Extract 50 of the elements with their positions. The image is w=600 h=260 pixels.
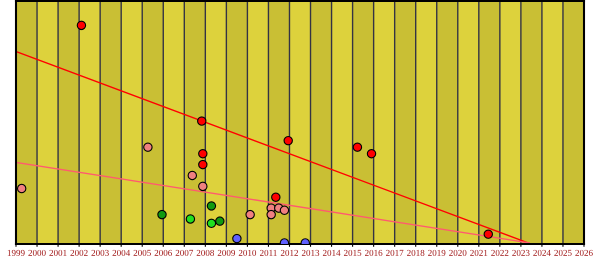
- x-tick-label: 2001: [49, 250, 67, 256]
- point: [16, 184, 26, 194]
- x-tick-label: 2006: [154, 250, 172, 256]
- point: [484, 229, 494, 239]
- x-tick-label: 1999: [8, 250, 25, 256]
- x-tick-label: 2010: [238, 250, 256, 256]
- x-tick-label: 2024: [533, 250, 551, 256]
- point: [280, 206, 290, 215]
- point: [186, 214, 196, 224]
- point: [215, 216, 225, 226]
- point: [271, 192, 281, 202]
- point: [266, 210, 276, 220]
- point: [284, 136, 293, 146]
- point: [198, 160, 208, 170]
- x-tick-label: 2011: [260, 250, 277, 256]
- point: [366, 148, 376, 158]
- point: [157, 210, 167, 220]
- x-tick-label: 2000: [28, 250, 46, 256]
- x-tick-label: 2012: [280, 250, 298, 256]
- point: [232, 234, 242, 244]
- point: [352, 142, 362, 152]
- x-tick-label: 2008: [196, 250, 214, 256]
- point: [188, 170, 198, 180]
- x-tick-label: 2015: [344, 250, 362, 256]
- x-tick-label: 2022: [491, 250, 508, 256]
- x-tick-label: 2019: [428, 250, 446, 256]
- point: [206, 218, 216, 228]
- x-tick-label: 2007: [176, 250, 194, 256]
- point: [245, 210, 255, 220]
- x-tick-label: 2014: [322, 250, 340, 256]
- point: [76, 20, 86, 30]
- x-tick-label: 2023: [512, 250, 530, 256]
- x-tick-label: 2013: [302, 250, 320, 256]
- point: [198, 148, 208, 158]
- x-tick-label: 2018: [407, 250, 424, 256]
- x-tick-label: 2016: [365, 250, 382, 256]
- x-tick-label: 2004: [112, 250, 130, 256]
- x-tick-label: 2020: [449, 250, 466, 256]
- point: [143, 142, 153, 152]
- x-tick-label: 2003: [92, 250, 109, 256]
- point: [198, 182, 208, 192]
- x-tick-label: 2025: [554, 250, 572, 256]
- x-tick-label: 2021: [470, 250, 488, 256]
- x-tick-label: 2026: [575, 250, 593, 256]
- x-tick-label: 2005: [134, 250, 151, 256]
- point: [206, 201, 216, 211]
- point: [197, 116, 206, 126]
- x-tick-label: 2002: [70, 250, 88, 256]
- x-tick-label: 2017: [386, 250, 404, 256]
- x-tick-label: 2009: [218, 250, 236, 256]
